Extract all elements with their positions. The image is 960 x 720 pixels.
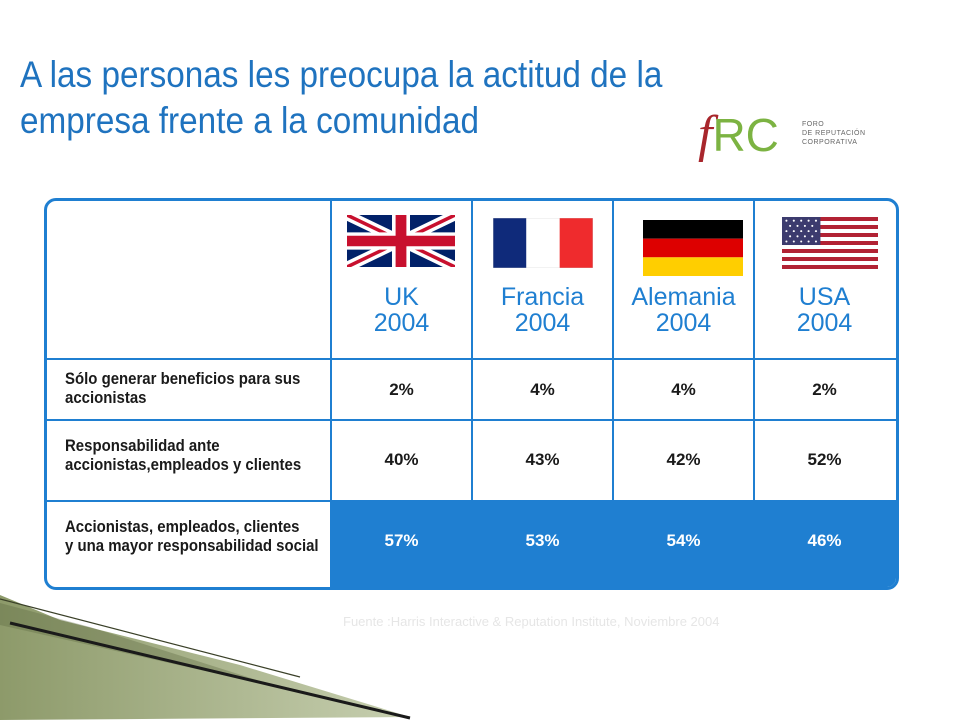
usa-flag — [782, 217, 878, 269]
column-header-uk: UK 2004 — [373, 283, 430, 337]
frc-logo-mark: fRC — [698, 106, 779, 163]
table-cell: 54% — [666, 531, 701, 550]
germany-flag — [643, 220, 743, 276]
table-cell: 52% — [807, 450, 842, 469]
slide-title: A las personas les preocupa la actitud d… — [20, 54, 663, 141]
column-header-francia: Francia 2004 — [500, 283, 585, 337]
row-label-responsabilidad: Responsabilidad ante accionistas,empleado… — [65, 436, 302, 474]
divider — [47, 500, 896, 502]
uk-flag — [347, 215, 455, 267]
table-cell: 46% — [807, 531, 842, 550]
france-flag — [493, 218, 593, 268]
divider — [330, 201, 332, 587]
divider — [612, 201, 614, 501]
table-cell: 4% — [530, 380, 555, 399]
decorative-wedge — [0, 595, 411, 720]
column-header-usa: USA 2004 — [796, 283, 853, 337]
table-cell: 2% — [812, 380, 837, 399]
table-cell: 43% — [525, 450, 560, 469]
frc-logo-text: FORO DE REPUTACIÓN CORPORATIVA — [802, 121, 866, 146]
table-cell: 4% — [671, 380, 696, 399]
source-note: Fuente :Harris Interactive & Reputation … — [343, 614, 720, 629]
frc-logo: fRC FORO DE REPUTACIÓN CORPORATIVA — [698, 106, 888, 170]
column-header-alemania: Alemania 2004 — [631, 283, 736, 337]
table-cell: 42% — [666, 450, 701, 469]
table-cell: 40% — [384, 450, 419, 469]
table-cell: 57% — [384, 531, 419, 550]
divider — [47, 358, 896, 360]
divider — [471, 201, 473, 501]
table-cell: 2% — [389, 380, 414, 399]
survey-table: UK 2004 Francia 2004 Alemania 2004 USA 2004 … — [44, 198, 899, 590]
highlighted-row-background — [331, 501, 896, 587]
divider — [753, 201, 755, 501]
divider — [47, 419, 896, 421]
row-label-responsabilidad-social: Accionistas, empleados, clientes y una ma… — [65, 517, 319, 555]
table-cell: 53% — [525, 531, 560, 550]
row-label-beneficios: Sólo generar beneficios para sus accionis… — [65, 369, 301, 407]
